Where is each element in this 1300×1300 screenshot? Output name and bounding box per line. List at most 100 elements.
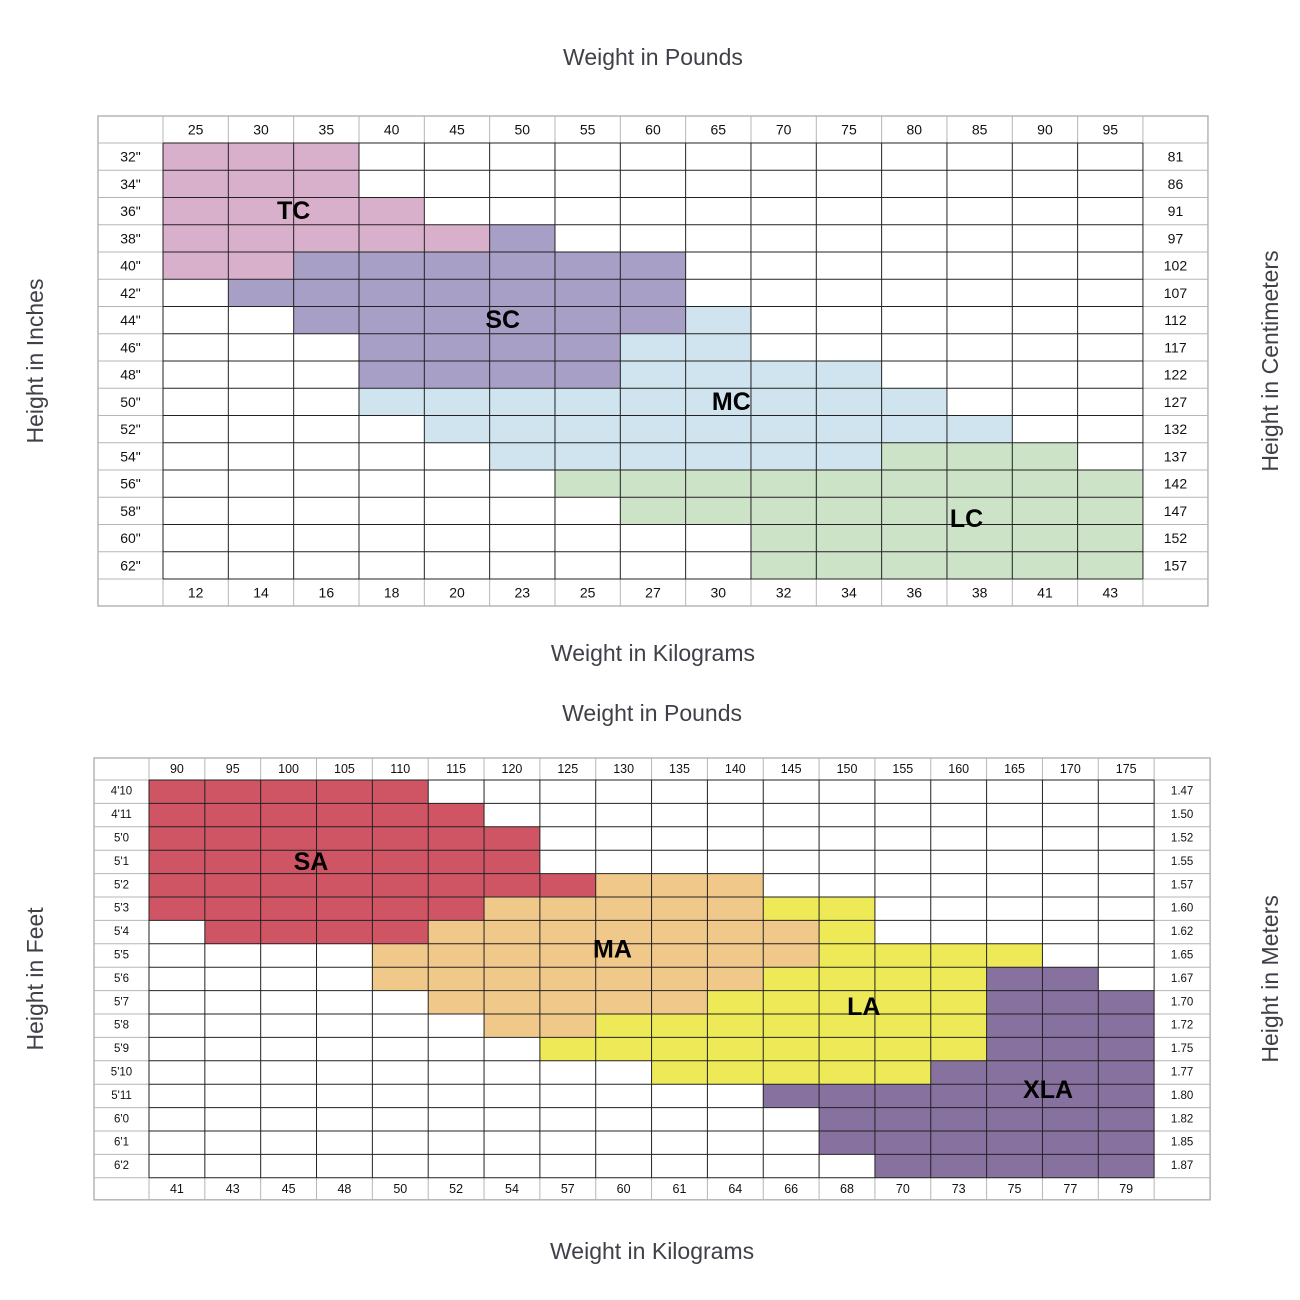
bottom-tick-label: 54 — [505, 1182, 519, 1196]
zone-band-sa — [149, 780, 429, 804]
zone-band-sa — [149, 826, 540, 851]
right-tick-label: 147 — [1164, 503, 1188, 519]
top-tick-label: 140 — [725, 762, 746, 776]
bottom-tick-label: 27 — [645, 585, 661, 601]
right-tick-label: 1.47 — [1171, 786, 1193, 798]
zone-band-ma — [428, 990, 708, 1014]
left-axis-title: Height in Feet — [22, 907, 48, 1051]
zone-band-sc — [228, 279, 686, 307]
bottom-axis-title: Weight in Kilograms — [551, 640, 755, 666]
zone-band-mc — [358, 388, 947, 416]
bottom-tick-label: 30 — [711, 585, 727, 601]
bottom-tick-label: 16 — [319, 585, 335, 601]
left-tick-label: 6'1 — [114, 1137, 129, 1149]
bottom-tick-label: 36 — [907, 585, 923, 601]
top-tick-label: 165 — [1004, 762, 1025, 776]
bottom-axis-title: Weight in Kilograms — [550, 1238, 754, 1264]
top-tick-label: 25 — [188, 122, 204, 138]
left-tick-label: 54" — [120, 448, 141, 464]
top-tick-label: 75 — [841, 122, 857, 138]
bottom-tick-label: 79 — [1119, 1182, 1133, 1196]
left-tick-label: 5'8 — [114, 1020, 129, 1032]
left-tick-label: 50" — [120, 394, 141, 410]
left-tick-label: 62" — [120, 557, 141, 573]
left-tick-label: 52" — [120, 421, 141, 437]
bottom-tick-label: 41 — [170, 1182, 184, 1196]
left-tick-label: 46" — [120, 339, 141, 355]
bottom-tick-label: 68 — [840, 1182, 854, 1196]
left-axis-title: Height in Inches — [22, 279, 48, 444]
bottom-tick-label: 14 — [253, 585, 269, 601]
top-tick-label: 150 — [837, 762, 858, 776]
top-tick-label: 45 — [449, 122, 465, 138]
left-tick-label: 58" — [120, 503, 141, 519]
zone-band-xla — [763, 1084, 1155, 1108]
top-tick-label: 120 — [502, 762, 523, 776]
right-axis-title: Height in Centimeters — [1257, 250, 1283, 471]
bottom-tick-label: 18 — [384, 585, 400, 601]
bottom-tick-label: 66 — [784, 1182, 798, 1196]
zone-band-xla — [986, 990, 1155, 1014]
left-tick-label: 40" — [120, 258, 141, 274]
top-tick-label: 130 — [613, 762, 634, 776]
right-tick-label: 142 — [1164, 476, 1188, 492]
top-tick-label: 30 — [253, 122, 269, 138]
zone-band-la — [819, 920, 875, 944]
zone-band-tc — [163, 224, 490, 252]
top-tick-label: 105 — [334, 762, 355, 776]
bottom-tick-label: 12 — [188, 585, 204, 601]
left-tick-label: 5'6 — [114, 973, 129, 985]
right-tick-label: 1.67 — [1171, 973, 1193, 985]
bottom-tick-label: 50 — [393, 1182, 407, 1196]
right-tick-label: 86 — [1168, 176, 1184, 192]
right-tick-label: 137 — [1164, 448, 1188, 464]
bottom-tick-label: 41 — [1037, 585, 1053, 601]
left-tick-label: 5'1 — [114, 856, 129, 868]
top-tick-label: 90 — [1037, 122, 1053, 138]
zone-band-tc — [163, 143, 359, 171]
left-tick-label: 38" — [120, 230, 141, 246]
left-tick-label: 60" — [120, 530, 141, 546]
top-tick-label: 70 — [776, 122, 792, 138]
zone-band-la — [651, 1060, 931, 1085]
left-tick-label: 5'4 — [114, 926, 130, 938]
zone-band-xla — [986, 1014, 1155, 1038]
left-tick-label: 44" — [120, 312, 141, 328]
top-tick-label: 135 — [669, 762, 690, 776]
right-tick-label: 1.65 — [1171, 950, 1193, 962]
bottom-tick-label: 34 — [841, 585, 857, 601]
bottom-tick-label: 23 — [515, 585, 531, 601]
zone-band-lc — [554, 470, 1143, 498]
top-axis-title: Weight in Pounds — [563, 44, 743, 70]
bottom-tick-label: 45 — [282, 1182, 296, 1196]
bottom-tick-label: 70 — [896, 1182, 910, 1196]
right-tick-label: 1.82 — [1171, 1113, 1193, 1125]
bottom-tick-label: 60 — [617, 1182, 631, 1196]
left-tick-label: 42" — [120, 285, 141, 301]
right-tick-label: 1.52 — [1171, 833, 1193, 845]
zone-label-sc: SC — [485, 306, 520, 334]
left-tick-label: 32" — [120, 149, 141, 165]
left-tick-label: 5'9 — [114, 1043, 129, 1055]
right-tick-label: 97 — [1168, 230, 1184, 246]
bottom-tick-label: 25 — [580, 585, 596, 601]
left-tick-label: 34" — [120, 176, 141, 192]
right-tick-label: 1.50 — [1171, 809, 1193, 821]
right-tick-label: 1.55 — [1171, 856, 1193, 868]
bottom-tick-label: 75 — [1008, 1182, 1022, 1196]
zone-label-ma: MA — [593, 936, 632, 964]
top-tick-label: 110 — [390, 762, 410, 776]
zone-band-ma — [372, 967, 764, 991]
left-tick-label: 6'2 — [114, 1160, 129, 1172]
top-tick-label: 65 — [711, 122, 727, 138]
right-tick-label: 127 — [1164, 394, 1188, 410]
left-tick-label: 5'7 — [114, 996, 129, 1008]
bottom-tick-label: 61 — [673, 1182, 687, 1196]
right-tick-label: 107 — [1164, 285, 1188, 301]
zone-band-xla — [874, 1154, 1155, 1178]
right-tick-label: 122 — [1164, 367, 1188, 383]
zone-band-lc — [881, 442, 1078, 470]
bottom-tick-label: 20 — [449, 585, 465, 601]
right-tick-label: 112 — [1164, 312, 1187, 328]
